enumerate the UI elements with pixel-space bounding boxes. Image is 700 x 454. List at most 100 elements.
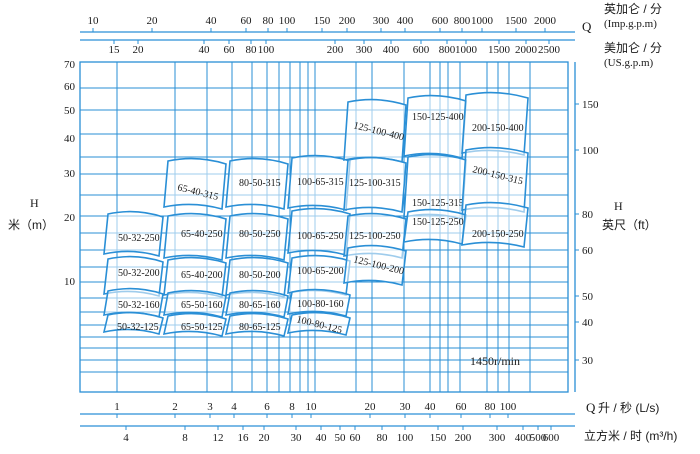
left-h-symbol: H (30, 196, 39, 210)
pump-region: 150-125-400 (403, 94, 467, 160)
pump-label: 65-40-200 (181, 270, 223, 281)
left-tick-label: 60 (64, 81, 76, 93)
pump-region: 65-40-315 (163, 157, 227, 211)
bottom1-tick-label: 2 (172, 401, 178, 413)
bottom1-tick-label: 20 (365, 401, 377, 413)
pump-label: 80-65-125 (239, 322, 281, 333)
pump-curves: 50-32-250 50-32-200 50-32-160 50-32-125 65-4… (102, 91, 529, 337)
top1-tick-label: 150 (314, 15, 331, 27)
top1-tick-label: 60 (241, 15, 253, 27)
top2-tick-label: 60 (224, 44, 236, 56)
top1-tick-label: 80 (263, 15, 275, 27)
pump-label: 80-50-315 (239, 178, 281, 189)
pump-label: 125-100-250 (349, 231, 401, 242)
top2-tick-label: 80 (246, 44, 258, 56)
pump-boundary (103, 210, 164, 258)
pump-region: 125-100-200 (343, 244, 407, 287)
bottom2-tick-label: 40 (316, 432, 328, 444)
bottom2-tick-label: 80 (377, 432, 389, 444)
right-unit: 英尺（ft） (602, 218, 657, 232)
pump-region: 100-80-160 (287, 288, 351, 318)
top2-tick-label: 100 (258, 44, 275, 56)
pump-region: 100-65-250 (287, 207, 351, 257)
top1-unit-cn: 英加仑 / 分 (604, 2, 662, 16)
pump-region: 65-40-250 (163, 212, 227, 262)
pump-boundary (162, 312, 227, 337)
bottom1-unit: 升 / 秒 (L/s) (598, 401, 659, 415)
pump-boundary (403, 94, 467, 160)
bottom2-tick-label: 200 (455, 432, 472, 444)
top1-tick-label: 10 (88, 15, 100, 27)
pump-region: 80-65-160 (225, 289, 289, 319)
top2-tick-label: 200 (327, 44, 344, 56)
top2-tick-label: 1500 (488, 44, 511, 56)
bottom2-tick-label: 30 (291, 432, 303, 444)
pump-label: 50-32-250 (118, 233, 160, 244)
right-tick-label: 100 (582, 145, 599, 157)
plot-frame (79, 61, 569, 393)
pump-region: 125-100-315 (343, 156, 407, 214)
top2-tick-label: 40 (199, 44, 211, 56)
pump-boundary (163, 289, 227, 319)
top2-tick-label: 600 (413, 44, 430, 56)
pump-label: 80-50-250 (239, 229, 281, 240)
pump-boundary (163, 212, 227, 262)
top2-tick-label: 2500 (538, 44, 561, 56)
pump-label: 150-125-315 (412, 198, 464, 209)
pump-label: 100-65-200 (297, 266, 344, 277)
pump-label: 100-65-250 (297, 231, 344, 242)
pump-region: 125-100-400 (343, 98, 407, 164)
pump-label: 150-125-400 (412, 112, 464, 123)
pump-region: 80-65-125 (224, 312, 289, 337)
pump-label: 125-100-315 (349, 178, 401, 189)
top2-tick-label: 800 (439, 44, 456, 56)
bottom1-tick-label: 6 (264, 401, 270, 413)
pump-boundary (163, 157, 227, 211)
top1-tick-label: 200 (339, 15, 356, 27)
pump-boundary (102, 311, 164, 336)
pump-region: 80-50-250 (225, 212, 289, 262)
bottom1-tick-label: 4 (231, 401, 237, 413)
pump-boundary (287, 288, 351, 318)
pump-region: 65-50-160 (163, 289, 227, 319)
pump-region: 80-50-315 (225, 157, 289, 211)
pump-boundary (224, 312, 289, 337)
top1-tick-label: 300 (373, 15, 390, 27)
left-tick-label: 50 (64, 105, 76, 117)
pump-label: 50-32-200 (118, 268, 160, 279)
top2-tick-label: 15 (109, 44, 121, 56)
bottom2-tick-label: 4 (123, 432, 129, 444)
bottom1-tick-label: 100 (500, 401, 517, 413)
top2-unit-en: (US.g.p.m) (604, 57, 654, 69)
bottom2-tick-label: 150 (430, 432, 447, 444)
pump-region: 100-65-315 (287, 154, 351, 212)
bottom1-tick-label: 30 (400, 401, 412, 413)
bottom1-tick-label: 60 (456, 401, 468, 413)
pump-label: 65-40-250 (181, 229, 223, 240)
right-tick-label: 30 (582, 355, 594, 367)
bottom1-tick-label: 80 (485, 401, 497, 413)
bottom-q-symbol: Q (586, 400, 596, 415)
right-tick-label: 50 (582, 291, 594, 303)
top2-tick-label: 20 (133, 44, 145, 56)
bottom2-tick-label: 60 (350, 432, 362, 444)
bottom2-tick-label: 12 (213, 432, 224, 444)
pump-region: 200-150-250 (461, 201, 529, 249)
top1-tick-label: 2000 (534, 15, 557, 27)
right-tick-label: 60 (582, 245, 594, 257)
pump-region: 150-125-250 (403, 208, 467, 246)
top2-unit-cn: 美加仑 / 分 (604, 41, 662, 55)
pump-region: 50-32-250 (103, 210, 164, 258)
pump-label: 100-80-160 (297, 299, 344, 310)
bottom2-tick-label: 400 (515, 432, 532, 444)
left-tick-label: 40 (64, 133, 76, 145)
bottom1-tick-label: 3 (207, 401, 213, 413)
left-tick-label: 70 (64, 59, 76, 71)
top1-tick-label: 600 (432, 15, 449, 27)
left-tick-label: 30 (64, 168, 76, 180)
pump-boundary (343, 244, 407, 287)
right-h-symbol: H (614, 199, 623, 213)
top-q-symbol: Q (582, 19, 592, 34)
pump-label: 50-32-125 (117, 322, 159, 333)
left-tick-label: 10 (64, 276, 76, 288)
